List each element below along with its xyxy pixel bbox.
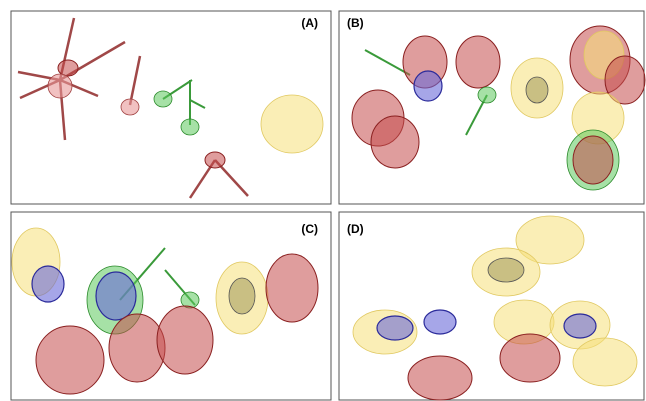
glyph <box>478 87 496 103</box>
ellipsoid <box>377 316 413 340</box>
ellipsoid <box>424 310 456 334</box>
ellipsoid <box>371 116 419 168</box>
panel-label: (A) <box>301 16 318 30</box>
panel-label: (C) <box>301 222 318 236</box>
glyph <box>154 91 172 107</box>
ellipsoid <box>157 306 213 374</box>
ellipsoid <box>266 254 318 322</box>
panel-c: (C) <box>11 212 331 400</box>
ellipsoid-core <box>488 258 524 282</box>
panel-label: (D) <box>347 222 364 236</box>
ellipsoid <box>408 356 472 400</box>
glyph <box>58 60 78 76</box>
ellipsoid-core <box>229 278 255 314</box>
ellipsoid <box>564 314 596 338</box>
panel-a: (A) <box>11 11 331 204</box>
figure: (A) (B) <box>0 0 646 401</box>
ellipsoid <box>456 36 500 88</box>
figure-canvas: (A) (B) <box>0 0 646 401</box>
panel-b: (B) <box>339 11 645 204</box>
ellipsoid <box>500 334 560 382</box>
ellipsoid <box>414 71 442 101</box>
ellipsoid <box>573 338 637 386</box>
ellipsoid <box>96 272 136 320</box>
glyph <box>48 74 72 98</box>
glyph <box>181 119 199 135</box>
ellipsoid <box>109 314 165 382</box>
glyph <box>121 99 139 115</box>
ellipsoid <box>261 95 323 153</box>
ellipsoid-core <box>526 77 548 103</box>
ellipsoid <box>32 266 64 302</box>
glyph <box>205 152 225 168</box>
panel-d: (D) <box>339 212 644 400</box>
ellipsoid <box>573 136 613 184</box>
ellipsoid <box>36 326 104 394</box>
panel-label: (B) <box>347 16 364 30</box>
